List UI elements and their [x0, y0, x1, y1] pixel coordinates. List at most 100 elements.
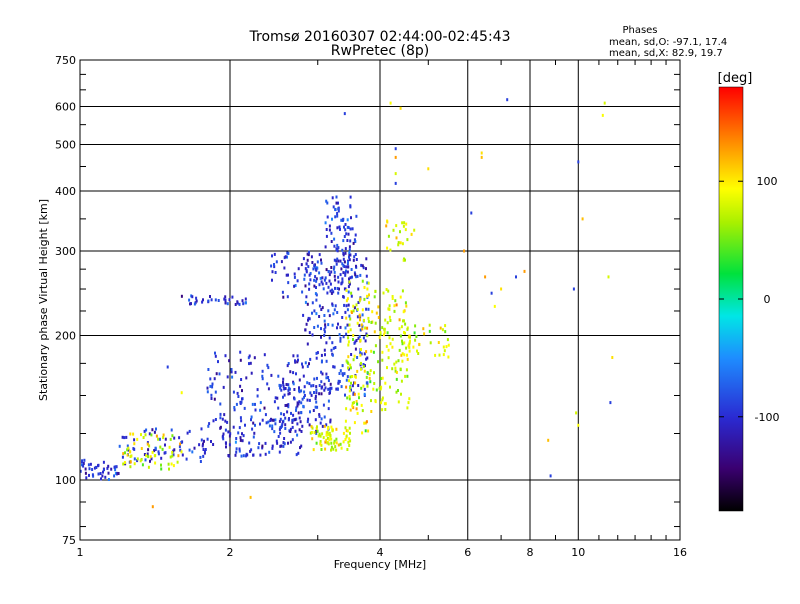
data-point	[356, 411, 359, 415]
data-point	[107, 464, 110, 468]
data-point	[323, 330, 326, 334]
data-point	[294, 284, 297, 287]
data-point	[344, 393, 346, 397]
data-point	[326, 201, 329, 205]
data-point	[367, 307, 370, 311]
data-point	[239, 436, 242, 440]
data-point	[313, 264, 316, 268]
data-point	[210, 440, 212, 443]
data-point	[173, 436, 176, 440]
data-point	[315, 277, 318, 281]
data-point	[318, 413, 321, 417]
data-point	[241, 397, 243, 401]
y-tick-label: 500	[55, 139, 76, 152]
data-point	[470, 211, 473, 215]
data-point	[359, 273, 362, 277]
data-point	[231, 375, 234, 379]
data-point	[398, 327, 401, 331]
data-point	[391, 345, 394, 349]
data-point	[271, 278, 273, 282]
data-point	[402, 224, 405, 228]
data-point	[291, 420, 294, 424]
data-point	[484, 275, 487, 279]
data-point	[171, 454, 174, 458]
data-point	[335, 427, 338, 431]
data-point	[406, 353, 408, 357]
data-point	[365, 332, 368, 336]
data-point	[288, 391, 291, 395]
data-point	[323, 424, 326, 428]
data-point	[346, 448, 349, 451]
data-point	[353, 421, 356, 425]
data-point	[383, 327, 386, 331]
data-point	[416, 349, 418, 353]
data-point	[339, 336, 342, 340]
data-point	[126, 444, 129, 448]
data-point	[259, 408, 262, 412]
data-point	[281, 422, 284, 426]
data-point	[367, 316, 370, 320]
data-point	[341, 248, 344, 252]
data-point	[225, 441, 227, 445]
data-point	[240, 454, 243, 458]
data-point	[374, 400, 377, 404]
data-point	[345, 407, 348, 411]
data-point	[395, 370, 398, 374]
data-point	[343, 235, 346, 238]
data-point	[341, 364, 344, 368]
data-point	[336, 387, 339, 391]
data-point	[310, 425, 313, 429]
data-point	[393, 304, 396, 308]
data-point	[277, 406, 280, 410]
data-point	[397, 400, 400, 404]
data-point	[222, 432, 225, 436]
data-point	[329, 282, 332, 286]
data-point	[331, 429, 334, 433]
data-point	[324, 325, 327, 329]
data-point	[336, 287, 339, 290]
data-point	[204, 448, 207, 451]
data-point	[311, 301, 314, 305]
data-point	[387, 307, 390, 311]
data-point	[325, 199, 328, 203]
data-point	[353, 255, 356, 259]
data-point	[346, 375, 349, 379]
data-point	[369, 380, 372, 384]
data-point	[226, 420, 229, 424]
data-point	[347, 303, 350, 307]
data-point	[402, 310, 405, 314]
data-point	[315, 429, 318, 433]
data-point	[200, 438, 203, 442]
data-point	[214, 390, 217, 394]
data-point	[267, 366, 270, 370]
data-point	[214, 351, 216, 355]
data-point	[273, 400, 276, 404]
data-point	[143, 429, 146, 433]
data-point	[577, 423, 580, 427]
data-point	[391, 295, 394, 298]
data-point	[395, 303, 398, 307]
data-point	[298, 390, 301, 394]
data-point	[113, 465, 116, 469]
data-point	[386, 331, 389, 335]
data-point	[223, 297, 226, 301]
data-point	[415, 335, 418, 338]
data-point	[253, 431, 256, 435]
data-point	[273, 430, 276, 434]
data-point	[404, 374, 407, 378]
data-point	[337, 275, 340, 279]
data-point	[364, 421, 367, 425]
data-point	[274, 396, 277, 400]
data-point	[463, 249, 466, 253]
data-point	[239, 384, 242, 388]
data-point	[249, 495, 252, 499]
data-point	[276, 441, 279, 445]
data-point	[374, 289, 377, 293]
data-point	[250, 371, 253, 375]
data-point	[348, 280, 351, 284]
data-point	[365, 420, 368, 424]
data-point	[335, 201, 338, 205]
data-point	[309, 357, 312, 361]
data-point	[356, 307, 359, 311]
data-point	[191, 295, 194, 299]
